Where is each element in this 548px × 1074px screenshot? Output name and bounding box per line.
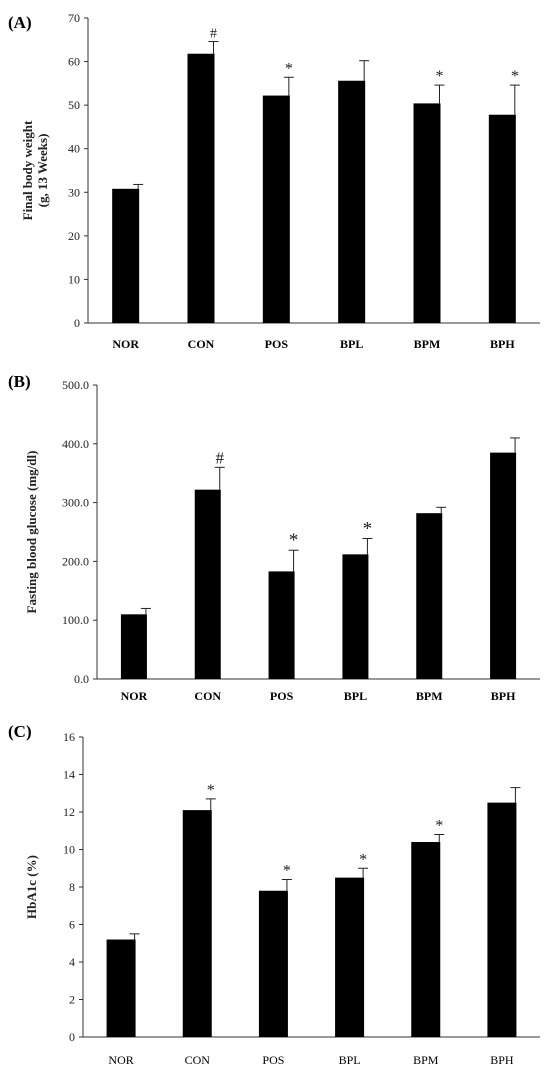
category-label: POS	[270, 689, 294, 703]
panel-label: (C)	[8, 722, 32, 741]
y-tick-label: 50	[68, 98, 80, 112]
y-tick-label: 40	[68, 142, 80, 156]
significance-mark: *	[289, 530, 299, 551]
category-label: POS	[262, 1053, 284, 1067]
y-tick-label: 400.0	[62, 437, 89, 451]
significance-mark: *	[435, 818, 443, 835]
y-tick-label: 16	[63, 730, 75, 744]
panel-label: (A)	[8, 13, 32, 32]
bar-bpm	[416, 513, 443, 679]
y-tick-label: 200.0	[62, 554, 89, 568]
bar-nor	[106, 939, 136, 1037]
significance-mark: *	[359, 851, 367, 868]
category-label: CON	[188, 337, 215, 351]
category-label: CON	[185, 1053, 211, 1067]
category-label: BPL	[340, 337, 363, 351]
y-tick-label: 500.0	[62, 378, 89, 392]
category-label: BPL	[339, 1053, 361, 1067]
bar-bph	[488, 114, 516, 323]
bar-con	[194, 489, 221, 679]
bar-pos	[258, 890, 288, 1037]
category-label: BPH	[490, 1053, 514, 1067]
bar-nor	[120, 614, 147, 679]
significance-mark: #	[216, 448, 225, 467]
category-label: BPM	[416, 689, 443, 703]
y-axis-label: Fasting blood glucose (mg/dl)	[24, 451, 39, 614]
y-axis-label-line: Fasting blood glucose (mg/dl)	[24, 451, 39, 614]
category-label: NOR	[112, 337, 139, 351]
bar-bph	[487, 802, 517, 1037]
significance-mark: *	[363, 518, 373, 539]
panel-label: (B)	[8, 372, 31, 391]
category-label: BPH	[490, 337, 515, 351]
bar-con	[182, 810, 212, 1037]
y-tick-label: 100.0	[62, 613, 89, 627]
bar-con	[187, 53, 215, 323]
y-tick-label: 300.0	[62, 496, 89, 510]
category-label: POS	[265, 337, 289, 351]
category-label: NOR	[121, 689, 148, 703]
chart-panel-b: (B) 0.0 100.0 200.0 300.0 400.0 500.0 Fasting b…	[0, 360, 548, 710]
y-tick-label: 14	[63, 768, 75, 782]
y-tick-label: 6	[69, 918, 75, 932]
blood-glucose-chart: (B) 0.0 100.0 200.0 300.0 400.0 500.0 Fasting b…	[8, 372, 540, 703]
bar-bpl	[342, 554, 369, 679]
y-tick-label: 0	[69, 1030, 75, 1044]
significance-mark: *	[436, 68, 444, 85]
y-tick-label: 4	[69, 955, 75, 969]
y-tick-label: 0	[74, 316, 80, 330]
y-axis-label-line: Final body weight	[20, 120, 35, 220]
y-axis-label: Final body weight(g, 13 Weeks)	[20, 120, 50, 220]
bar-bpm	[411, 842, 441, 1037]
category-label: CON	[194, 689, 221, 703]
y-tick-label: 10	[63, 843, 75, 857]
y-tick-label: 60	[68, 55, 80, 69]
category-label: BPL	[344, 689, 367, 703]
category-label: NOR	[108, 1053, 133, 1067]
chart-panel-a: (A) 0 10 20 30 40 50 60 70 Final body weight(g, 1…	[0, 0, 548, 360]
bar-bph	[490, 452, 517, 679]
y-tick-label: 8	[69, 880, 75, 894]
body-weight-chart: (A) 0 10 20 30 40 50 60 70 Final body weight(g, 1…	[8, 11, 540, 351]
chart-panel-c: (C) 0 2 4 6 8 10 12 14 16 HbA1c (%) NOR * CON * POS * BPL…	[0, 710, 548, 1074]
y-tick-label: 2	[69, 993, 75, 1007]
y-tick-label: 0.0	[74, 672, 89, 686]
hba1c-chart: (C) 0 2 4 6 8 10 12 14 16 HbA1c (%) NOR * CON * POS * BPL…	[8, 722, 540, 1067]
y-axis-label-line: HbA1c (%)	[24, 855, 39, 919]
y-axis-label: HbA1c (%)	[24, 855, 39, 919]
bar-pos	[262, 95, 290, 323]
bar-bpl	[338, 80, 366, 323]
significance-mark: *	[283, 863, 291, 880]
y-tick-label: 20	[68, 229, 80, 243]
bar-pos	[268, 571, 295, 679]
significance-mark: *	[207, 782, 215, 799]
significance-mark: *	[511, 68, 519, 85]
y-tick-label: 12	[63, 805, 75, 819]
y-tick-label: 30	[68, 185, 80, 199]
category-label: BPM	[414, 337, 441, 351]
y-axis-label-line: (g, 13 Weeks)	[35, 134, 50, 208]
significance-mark: *	[285, 60, 293, 77]
bar-nor	[112, 188, 140, 323]
bar-bpm	[413, 103, 441, 324]
significance-mark: #	[210, 27, 217, 42]
category-label: BPM	[413, 1053, 439, 1067]
y-tick-label: 10	[68, 272, 80, 286]
y-tick-label: 70	[68, 11, 80, 25]
bar-bpl	[335, 877, 365, 1037]
category-label: BPH	[491, 689, 516, 703]
